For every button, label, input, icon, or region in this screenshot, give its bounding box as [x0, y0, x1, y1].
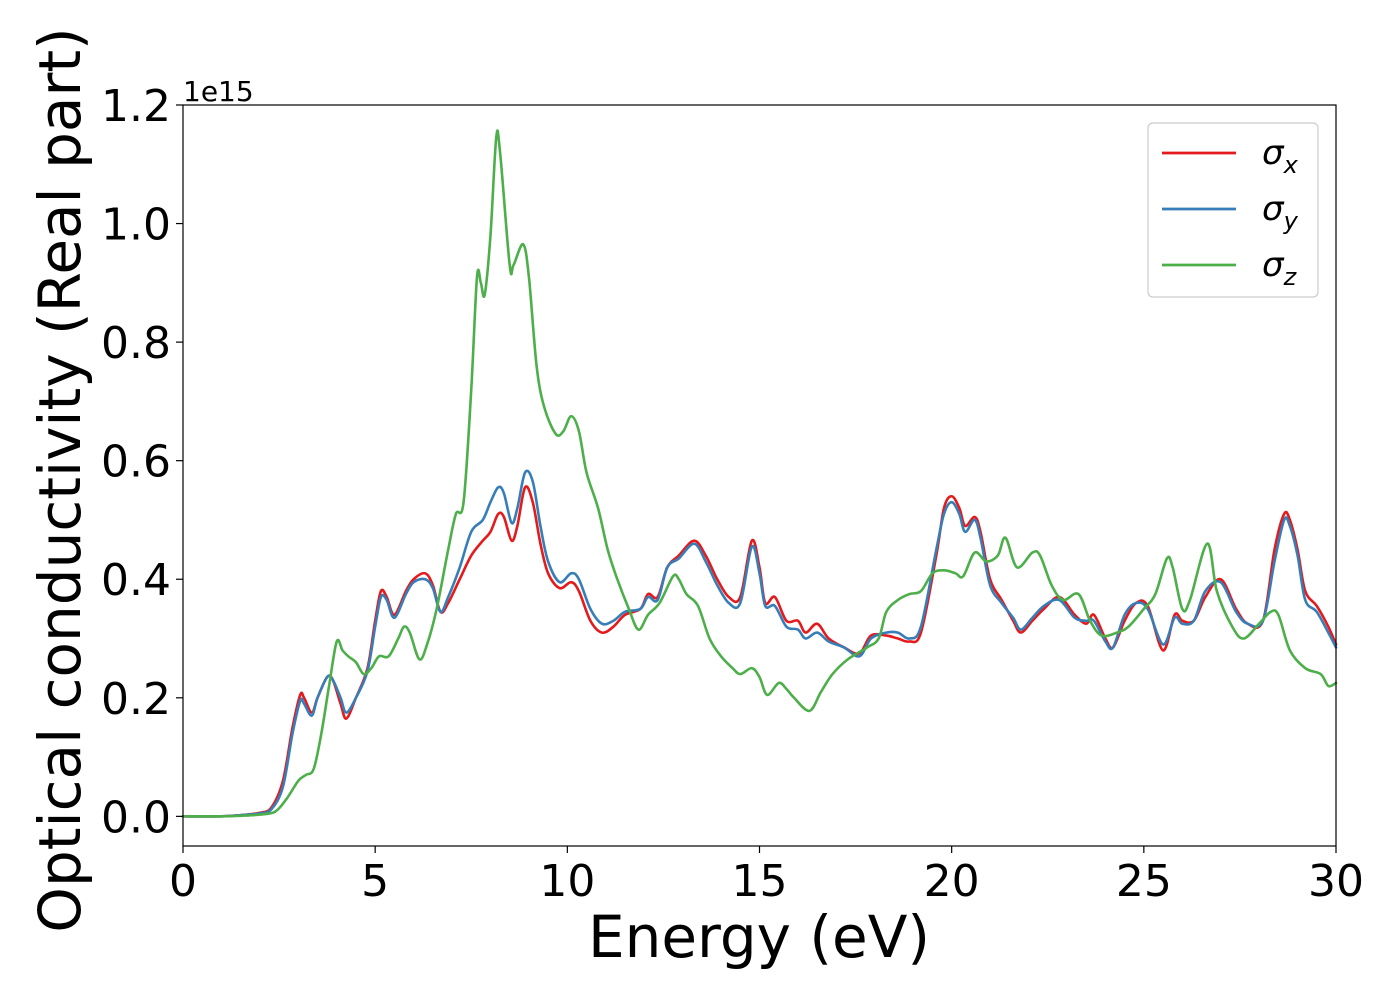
y-tick-label: 1.0 [101, 200, 171, 251]
x-tick-label: 25 [1116, 856, 1172, 907]
x-tick-label: 0 [169, 856, 197, 907]
y-tick-label: 1.2 [101, 81, 171, 132]
legend-label-y: σy [1262, 189, 1299, 235]
y-axis: 0.0 0.2 0.4 0.6 0.8 1.0 1.2 [101, 81, 183, 843]
x-axis: 0 5 10 15 20 25 30 [169, 846, 1364, 907]
x-tick-label: 15 [732, 856, 788, 907]
legend-label-z: σz [1262, 245, 1298, 291]
y-axis-label: Optical conductivity (Real part) [26, 27, 94, 932]
plot-lines [181, 129, 1338, 818]
x-tick-label: 20 [924, 856, 980, 907]
legend-label-x: σx [1262, 133, 1299, 179]
legend-label-sub: z [1283, 263, 1298, 291]
legend-label-base: σ [1262, 189, 1285, 229]
y-tick-label: 0.6 [101, 437, 171, 488]
series-line-z [181, 129, 1338, 818]
y-tick-label: 0.2 [101, 674, 171, 725]
y-tick-label: 0.8 [101, 318, 171, 369]
x-tick-label: 5 [361, 856, 389, 907]
x-tick-label: 10 [539, 856, 595, 907]
x-axis-label: Energy (eV) [588, 903, 930, 971]
x-tick-label: 30 [1308, 856, 1364, 907]
legend-label-sub: y [1283, 207, 1299, 235]
series-line-y [181, 469, 1338, 818]
y-offset-label: 1e15 [183, 75, 254, 108]
legend-label-base: σ [1262, 245, 1285, 285]
legend-label-sub: x [1283, 151, 1299, 179]
y-tick-label: 0.4 [101, 555, 171, 606]
legend-label-base: σ [1262, 133, 1285, 173]
y-tick-label: 0.0 [101, 792, 171, 843]
